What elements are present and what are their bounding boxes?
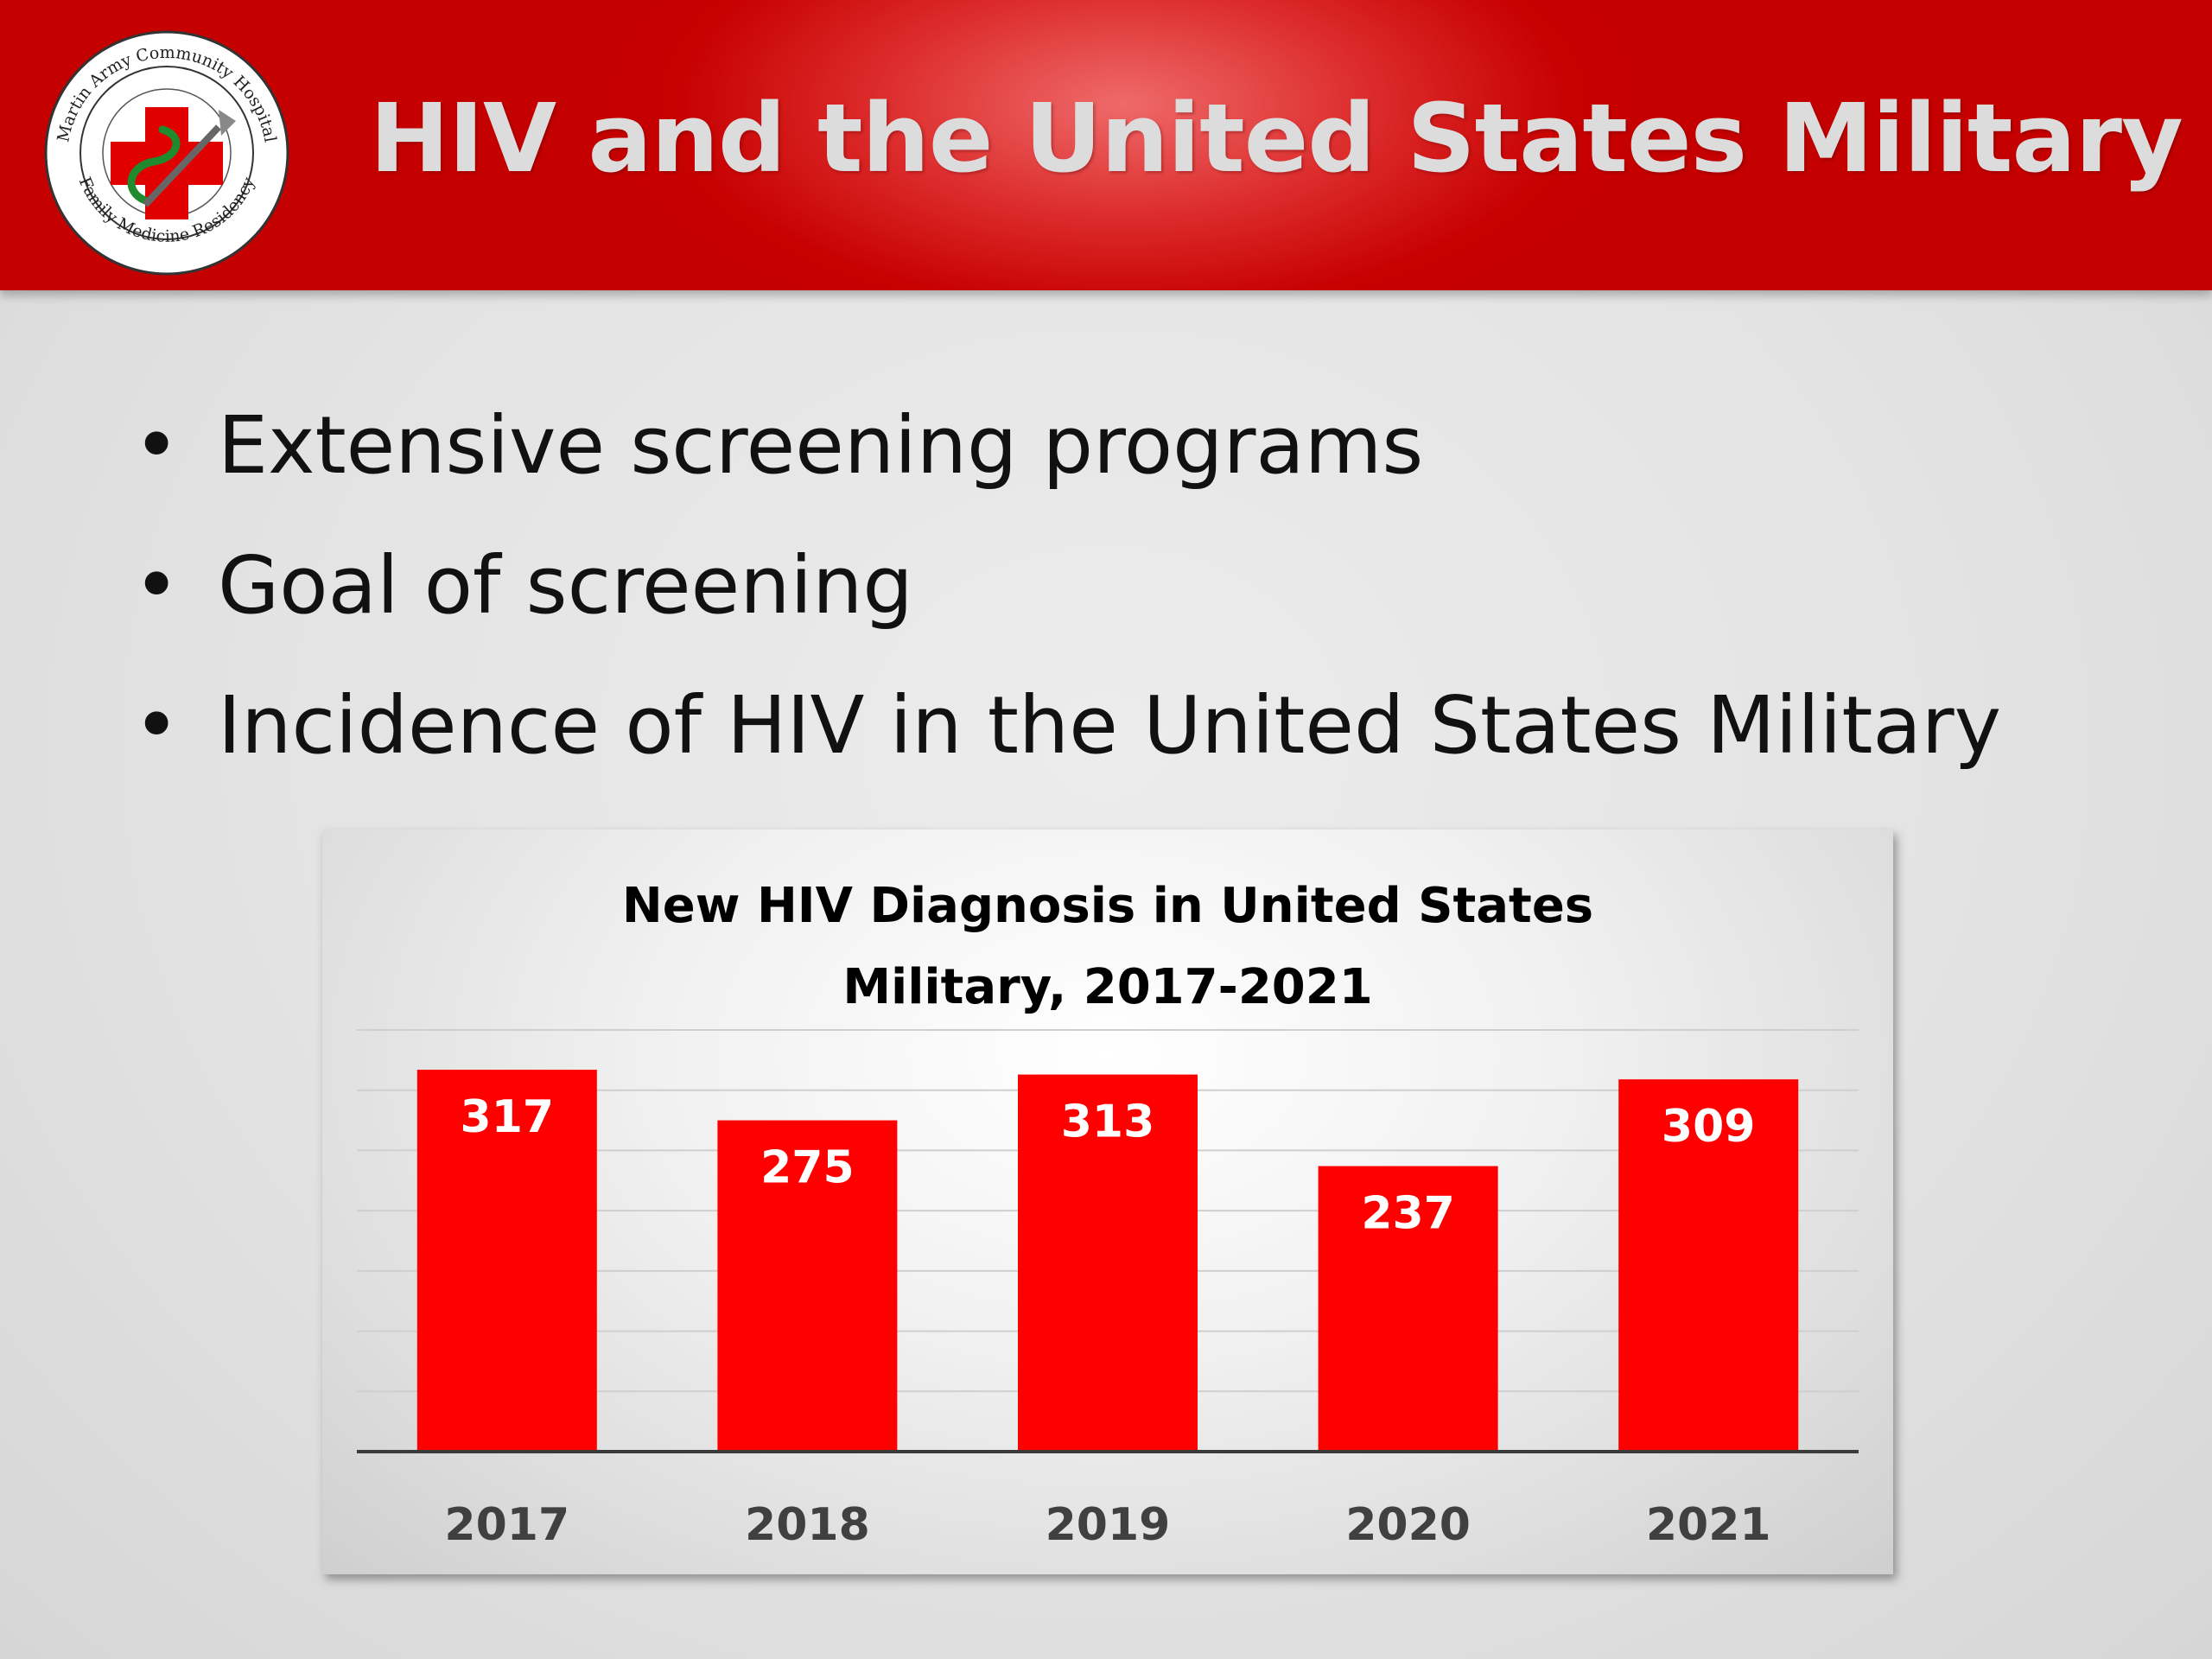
chart-panel: New HIV Diagnosis in United States Milit… bbox=[322, 830, 1893, 1574]
title-banner: Martin Army Community Hospital Family Me… bbox=[0, 0, 2212, 290]
x-tick-label: 2018 bbox=[745, 1499, 870, 1551]
bullet-list: • Extensive screening programs • Goal of s… bbox=[130, 399, 2001, 819]
x-tick-label: 2017 bbox=[444, 1499, 569, 1551]
bullet-item: • Incidence of HIV in the United States M… bbox=[130, 679, 2001, 819]
bullet-dot-icon: • bbox=[133, 399, 181, 492]
slide-title: HIV and the United States Military bbox=[370, 83, 2183, 194]
bullet-text: Incidence of HIV in the United States Mi… bbox=[218, 679, 2002, 772]
chart-title-line-1: New HIV Diagnosis in United States bbox=[621, 878, 1594, 934]
bullet-item: • Extensive screening programs bbox=[130, 399, 2001, 539]
bullet-text: Goal of screening bbox=[218, 539, 913, 632]
x-tick-label: 2021 bbox=[1646, 1499, 1771, 1551]
data-label: 237 bbox=[1361, 1188, 1455, 1240]
hospital-seal-logo: Martin Army Community Hospital Family Me… bbox=[44, 30, 289, 276]
data-label: 309 bbox=[1662, 1101, 1756, 1153]
bullet-dot-icon: • bbox=[133, 679, 181, 772]
bar-2018 bbox=[717, 1120, 898, 1452]
bar-2017 bbox=[416, 1070, 597, 1452]
bullet-item: • Goal of screening bbox=[130, 539, 2001, 679]
x-tick-label: 2020 bbox=[1345, 1499, 1471, 1551]
bar-2020 bbox=[1318, 1166, 1498, 1452]
bullet-text: Extensive screening programs bbox=[218, 399, 1424, 492]
data-label: 275 bbox=[760, 1142, 855, 1194]
data-label: 317 bbox=[461, 1091, 555, 1143]
data-label: 313 bbox=[1061, 1096, 1155, 1148]
bar-chart: 317 2017 275 2018 313 2019 237 2020 309 2021 bbox=[357, 1029, 1859, 1551]
bullet-dot-icon: • bbox=[133, 539, 181, 632]
chart-title-line-2: Military, 2017-2021 bbox=[842, 959, 1373, 1015]
chart-title: New HIV Diagnosis in United States Milit… bbox=[322, 866, 1893, 1028]
bar-2021 bbox=[1618, 1079, 1799, 1452]
x-tick-label: 2019 bbox=[1046, 1499, 1171, 1551]
bar-2019 bbox=[1018, 1074, 1198, 1452]
